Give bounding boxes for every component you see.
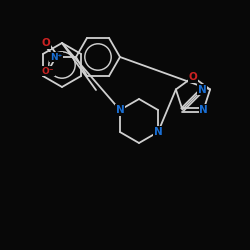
Text: N⁺: N⁺ (50, 52, 62, 62)
Text: O: O (42, 38, 50, 48)
Text: N: N (154, 127, 162, 137)
Text: N: N (199, 104, 208, 115)
Text: N: N (116, 105, 124, 115)
Text: N: N (198, 85, 206, 95)
Text: O⁻: O⁻ (42, 66, 54, 76)
Text: O: O (189, 72, 198, 82)
